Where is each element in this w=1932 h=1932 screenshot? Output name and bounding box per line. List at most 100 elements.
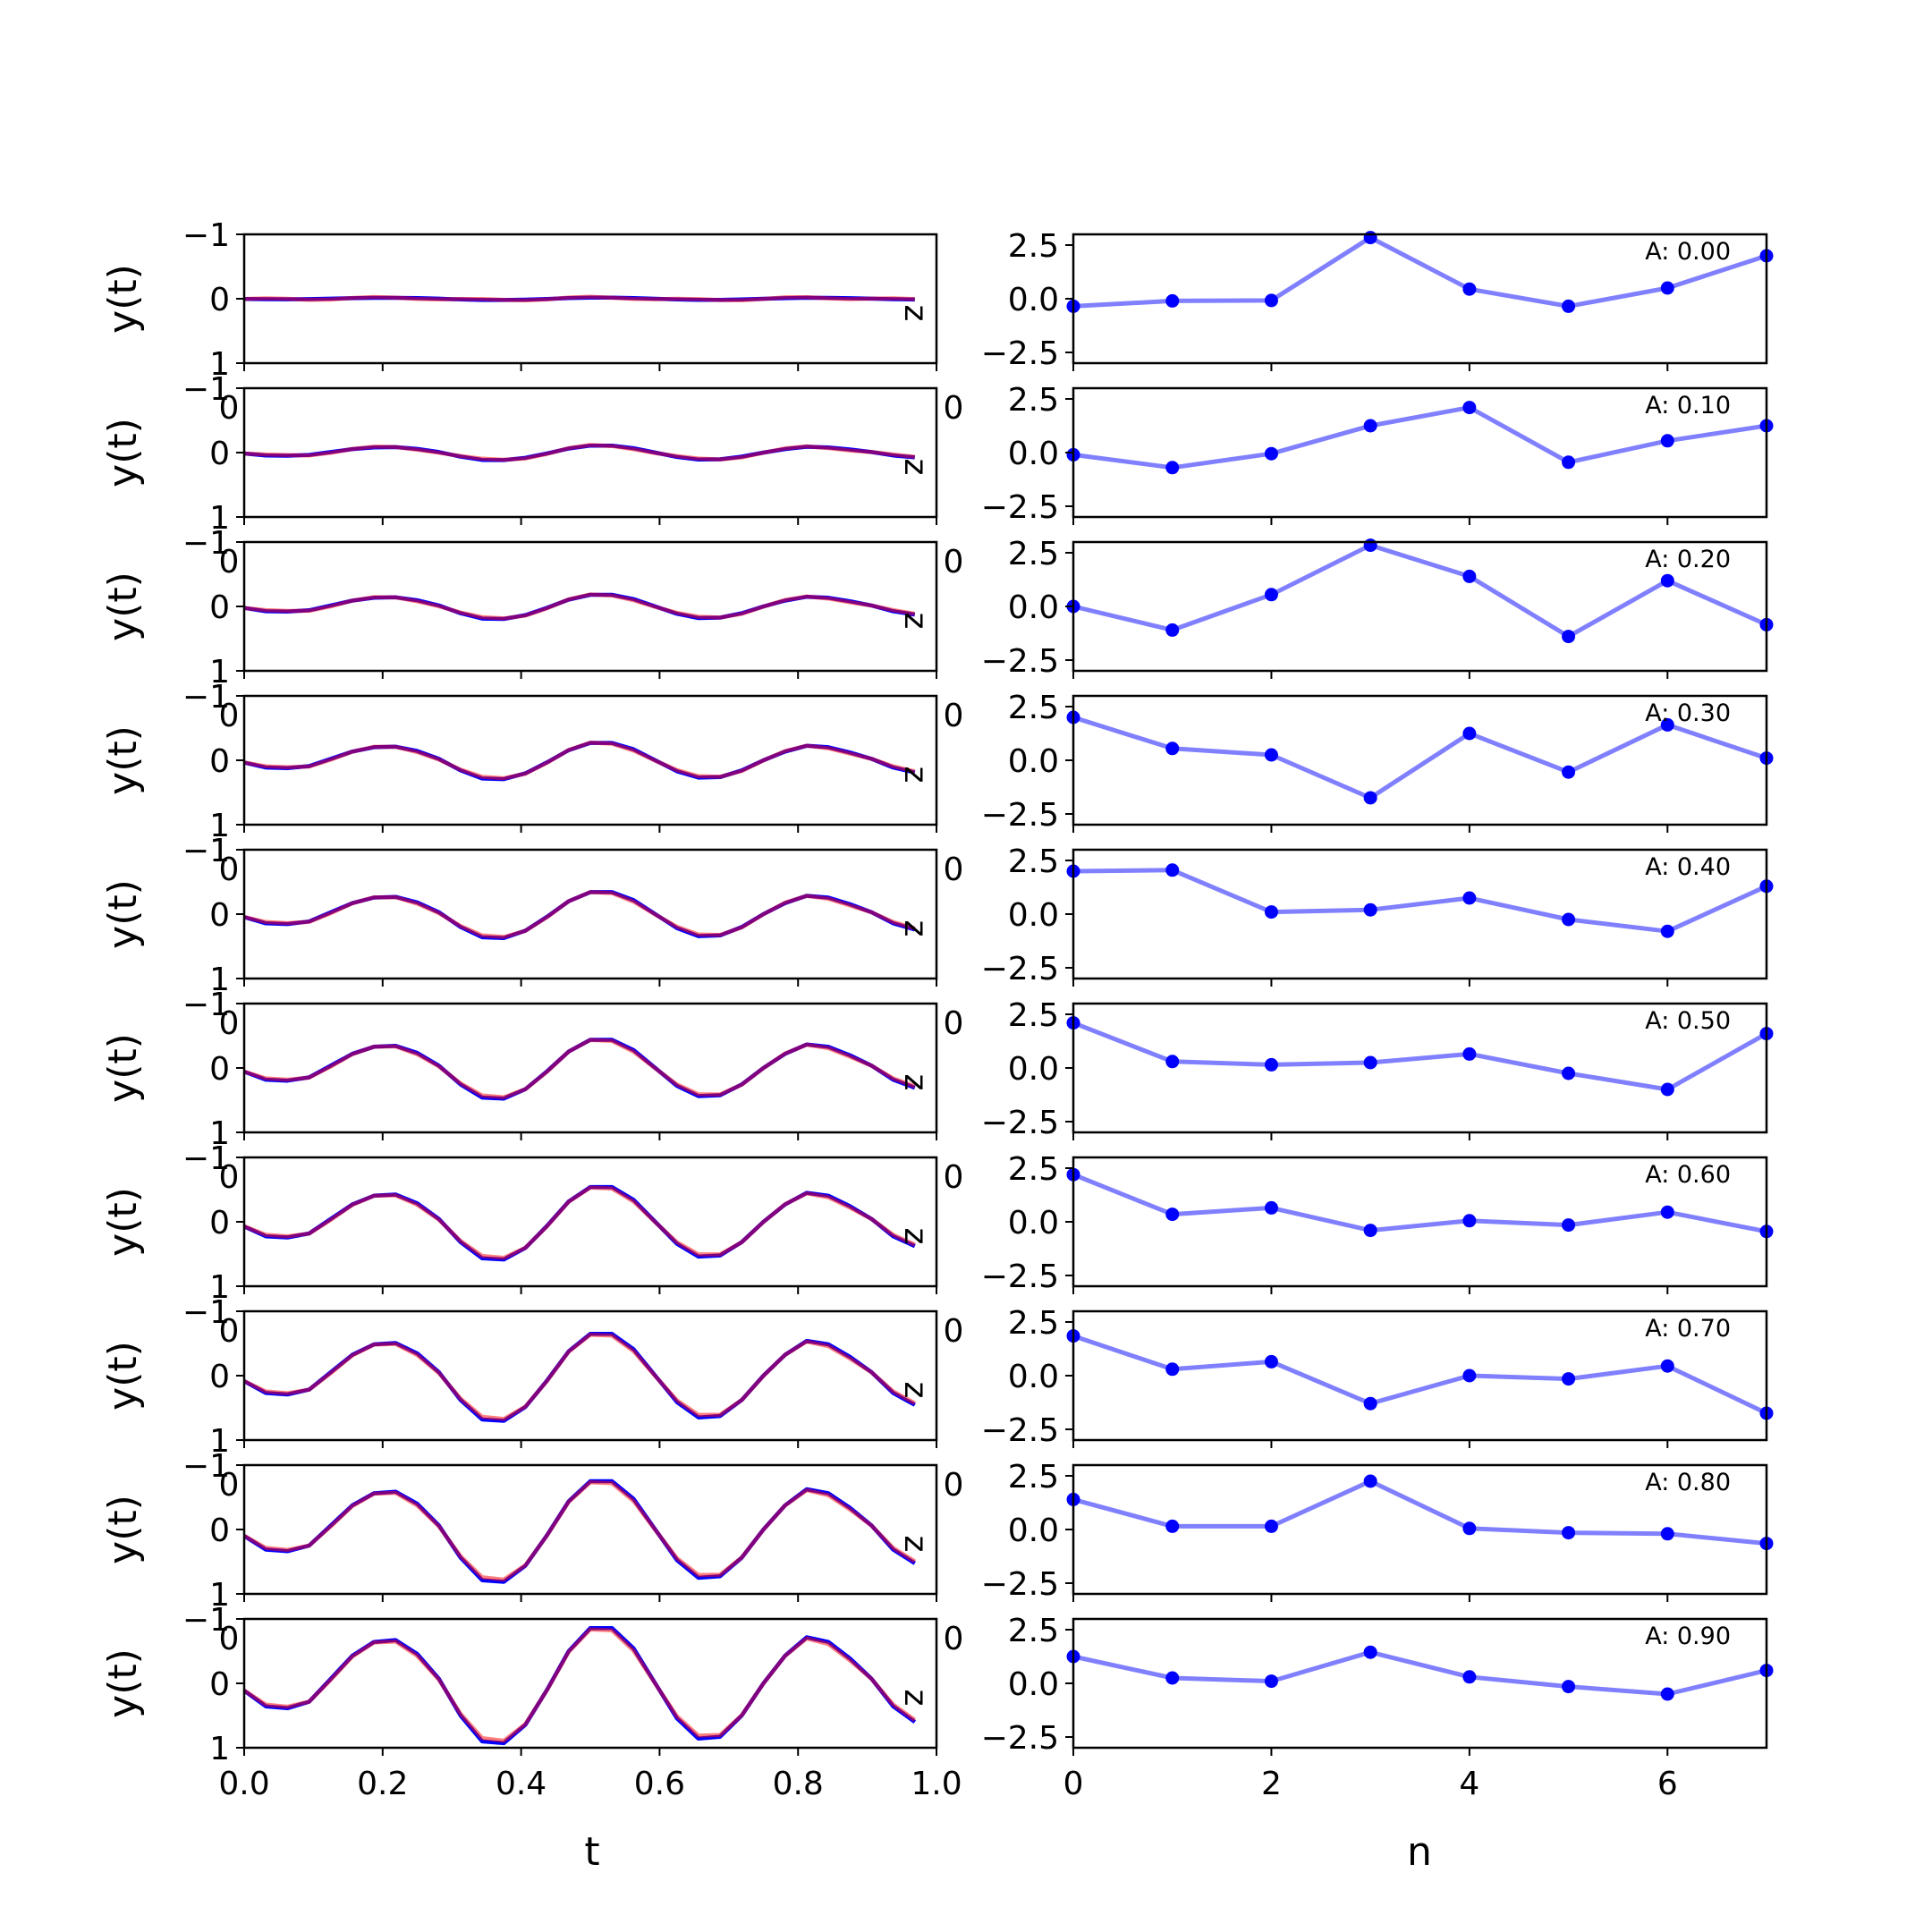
right-subplot: 2.5 0.0 −2.5 0 A: 0.80 bbox=[944, 1459, 1774, 1603]
right-x-axis-label: n bbox=[1407, 1829, 1432, 1875]
left-plot-area bbox=[244, 1465, 936, 1594]
sequence-point bbox=[1462, 569, 1477, 583]
sequence-line bbox=[1072, 868, 1768, 934]
sequence-point bbox=[1562, 1526, 1576, 1540]
amplitude-annotation: A: 0.10 bbox=[1645, 392, 1731, 419]
right-subplot: 2.5 0.0 −2.5 0 A: 0.50 bbox=[944, 997, 1774, 1141]
left-plot-area bbox=[244, 696, 936, 825]
right-plot-frame bbox=[1072, 386, 1768, 519]
sequence-point bbox=[1562, 630, 1576, 644]
sequence-point bbox=[1264, 1354, 1278, 1368]
right-plot-area bbox=[1073, 696, 1767, 825]
sequence-point bbox=[1264, 1519, 1278, 1533]
sequence-point bbox=[1462, 282, 1477, 296]
signal-line-red bbox=[243, 890, 916, 939]
overlapped-x-tick-label: 0 bbox=[944, 1621, 964, 1657]
right-plot-frame bbox=[1072, 1463, 1768, 1596]
sequence-line bbox=[1072, 405, 1767, 470]
right-edge-glyph: z bbox=[897, 1536, 934, 1553]
overlapped-x-tick-label: 0 bbox=[944, 1467, 964, 1504]
sequence-point bbox=[1660, 434, 1674, 448]
amplitude-annotation: A: 0.90 bbox=[1645, 1623, 1731, 1650]
sequence-point bbox=[1562, 1066, 1576, 1080]
amplitude-annotation: A: 0.60 bbox=[1645, 1161, 1731, 1189]
y-tick-label: 0 bbox=[209, 589, 230, 626]
sequence-point bbox=[1363, 231, 1377, 245]
y-tick-label: 2.5 bbox=[1008, 1305, 1059, 1342]
y-axis-label: y(t) bbox=[100, 1648, 146, 1718]
amplitude-annotation: A: 0.50 bbox=[1645, 1007, 1731, 1035]
sequence-point bbox=[1660, 1687, 1674, 1701]
right-edge-glyph: z bbox=[897, 1690, 934, 1707]
sequence-line bbox=[1072, 235, 1767, 309]
y-axis-label: y(t) bbox=[100, 1495, 146, 1564]
y-tick-label: 0.0 bbox=[1008, 436, 1059, 472]
x-tick-label: 2 bbox=[1261, 1766, 1282, 1802]
y-axis-label: y(t) bbox=[100, 1187, 146, 1257]
y-tick-label: −1 bbox=[182, 217, 230, 254]
right-plot-frame bbox=[1072, 233, 1768, 365]
sequence-point bbox=[1165, 1519, 1180, 1533]
sequence-point bbox=[1660, 1082, 1674, 1097]
sequence-point bbox=[1660, 717, 1674, 732]
sequence-point bbox=[1165, 623, 1180, 637]
overlapped-x-tick-label: 0 bbox=[219, 698, 240, 734]
sequence-line bbox=[1072, 1334, 1768, 1416]
sequence-point bbox=[1562, 765, 1576, 779]
y-tick-label: 1 bbox=[209, 1269, 230, 1306]
sequence-line bbox=[1072, 715, 1767, 801]
right-plot-area bbox=[1073, 542, 1767, 671]
amplitude-annotation: A: 0.20 bbox=[1645, 546, 1731, 573]
sequence-point bbox=[1165, 1208, 1180, 1222]
y-tick-label: −2.5 bbox=[981, 1720, 1059, 1757]
overlapped-x-tick-label: 0 bbox=[219, 1467, 240, 1504]
sequence-point bbox=[1264, 446, 1278, 461]
sequence-point bbox=[1264, 905, 1278, 919]
left-plot-frame bbox=[242, 233, 938, 365]
overlapped-x-tick-label: 0 bbox=[219, 1005, 240, 1042]
right-plot-frame bbox=[1072, 694, 1768, 826]
sequence-point bbox=[1165, 741, 1180, 756]
y-tick-label: 0 bbox=[209, 897, 230, 934]
right-plot-area bbox=[1073, 1157, 1767, 1286]
y-tick-label: 2.5 bbox=[1008, 536, 1059, 572]
y-tick-label: −2.5 bbox=[981, 951, 1059, 987]
y-tick-label: 2.5 bbox=[1008, 1459, 1059, 1496]
right-plot-frame bbox=[1072, 848, 1768, 980]
y-axis-label: y(t) bbox=[100, 1033, 146, 1103]
sequence-point bbox=[1562, 1372, 1576, 1386]
y-tick-label: −1 bbox=[182, 987, 230, 1023]
sequence-point bbox=[1462, 891, 1477, 905]
left-plot-frame bbox=[242, 694, 938, 826]
sequence-line bbox=[1072, 1649, 1767, 1697]
sequence-point bbox=[1462, 1670, 1477, 1684]
left-subplot: 1 0 −1 z y(t) bbox=[100, 217, 938, 383]
y-tick-label: 1 bbox=[209, 346, 230, 383]
sequence-point bbox=[1562, 1680, 1576, 1694]
sequence-point bbox=[1660, 1527, 1674, 1541]
y-tick-label: 1 bbox=[209, 808, 230, 844]
y-tick-label: 0.0 bbox=[1008, 1205, 1059, 1241]
sequence-point bbox=[1660, 1205, 1674, 1219]
y-tick-label: 2.5 bbox=[1008, 1613, 1059, 1649]
amplitude-annotation: A: 0.70 bbox=[1645, 1315, 1731, 1343]
y-tick-label: −1 bbox=[182, 1602, 230, 1639]
y-tick-label: −1 bbox=[182, 679, 230, 716]
sequence-point bbox=[1462, 401, 1477, 415]
left-plot-area bbox=[244, 1157, 936, 1286]
right-edge-glyph: z bbox=[897, 1228, 934, 1245]
signal-line-red bbox=[242, 1479, 916, 1582]
y-tick-label: 2.5 bbox=[1008, 843, 1059, 880]
y-tick-label: 0 bbox=[209, 1359, 230, 1395]
overlapped-x-tick-label: 0 bbox=[219, 390, 240, 427]
y-tick-label: 0.0 bbox=[1008, 743, 1059, 780]
sequence-point bbox=[1363, 1224, 1377, 1238]
y-tick-label: −2.5 bbox=[981, 489, 1059, 526]
